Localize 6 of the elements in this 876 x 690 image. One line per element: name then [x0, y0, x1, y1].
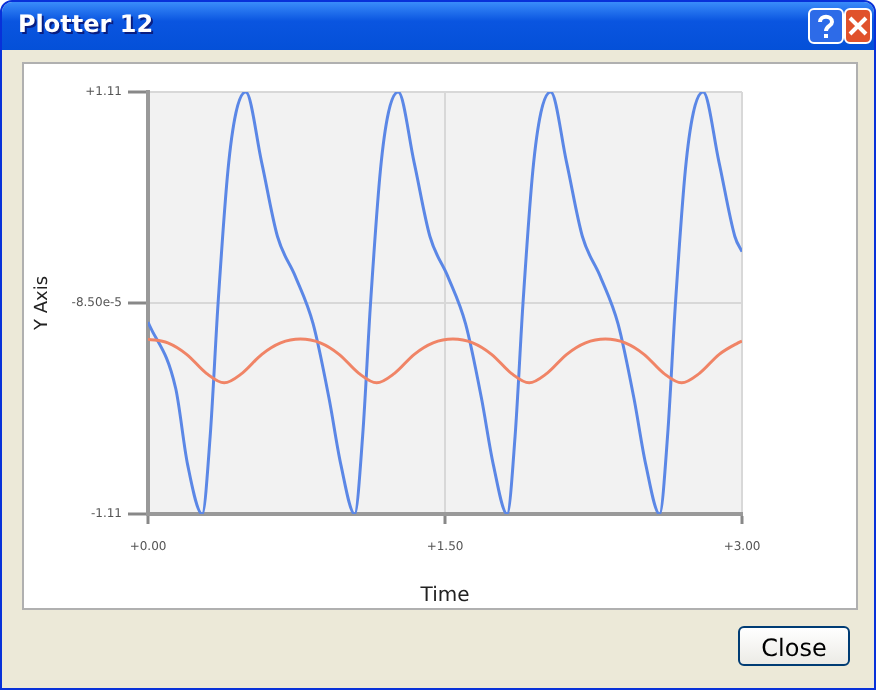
text: Close	[738, 626, 850, 666]
x-axis-title: Time	[418, 585, 470, 608]
chart-title: Plotter 12	[18, 10, 154, 38]
y-axis-title: Y Axis	[33, 275, 54, 333]
line-series	[148, 337, 742, 385]
line-series	[148, 92, 742, 514]
